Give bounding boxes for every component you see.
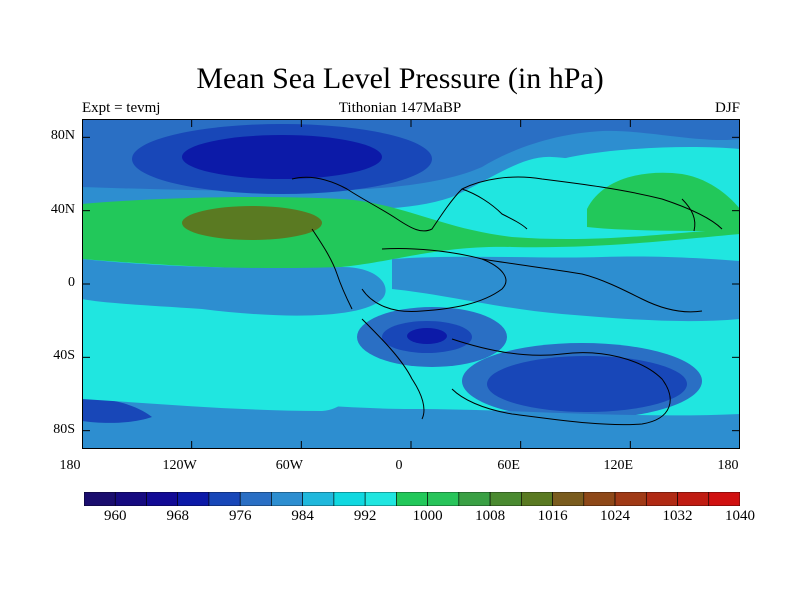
colorbar [84,492,740,506]
colorbar-label: 1016 [537,508,568,524]
colorbar-swatch [583,492,616,506]
aleutian-low-core [182,135,382,179]
colorbar-swatch [396,492,428,506]
south-low-east-core [487,356,687,412]
colorbar-swatch [427,492,460,506]
lon-tick-label: 120W [162,458,197,473]
pressure-map [81,119,741,449]
colorbar-label: 976 [228,508,252,524]
colorbar-swatch [364,492,397,506]
lon-tick-label: 0 [395,458,403,473]
south-low-west-inner [407,328,447,344]
season-label: DJF [714,100,740,116]
colorbar-swatch [177,492,210,506]
colorbar-swatch [271,492,303,506]
lat-tick-label: 40N [50,201,75,217]
colorbar-label: 984 [291,508,314,524]
lon-tick-label: 180 [59,458,81,473]
lat-tick-label: 80N [50,128,75,144]
colorbar-swatch [239,492,272,506]
colorbar-swatch [302,492,335,506]
colorbar-swatch [614,492,647,506]
tropical-band-east [392,256,740,322]
experiment-label: Expt = tevmj [82,100,161,116]
map-svg [81,119,741,449]
colorbar-swatch [114,492,147,506]
colorbar-label: 1040 [725,508,755,524]
plot-title: Mean Sea Level Pressure (in hPa) [196,62,604,95]
lon-tick-label: 60W [275,458,303,473]
colorbar-swatch [489,492,522,506]
northeast-green [587,172,740,231]
colorbar-swatch [84,492,116,506]
colorbar-swatch [677,492,710,506]
colorbar-label: 1000 [412,508,443,524]
lat-tick-label: 40S [53,348,75,364]
colorbar-swatch [645,492,678,506]
period-label: Tithonian 147MaBP [338,100,462,116]
colorbar-label: 1024 [600,508,631,524]
colorbar-swatch [333,492,366,506]
colorbar-swatch [208,492,241,506]
colorbar-swatch [458,492,491,506]
colorbar-label: 960 [103,508,127,524]
tropical-band-west [82,259,386,316]
lat-tick-label: 0 [68,275,75,290]
pacific-high [182,206,322,240]
colorbar-swatch [708,492,740,506]
tick-marks [81,119,741,449]
colorbar-swatch [552,492,585,506]
colorbar-label: 1032 [662,508,693,524]
colorbar-swatch [146,492,179,506]
colorbar-swatch [521,492,553,506]
colorbar-label: 968 [166,508,189,524]
lon-tick-label: 120E [603,458,634,473]
colorbar-label: 992 [353,508,377,524]
colorbar-labels: 960 968 976 984 992 1000 1008 1016 1024 1032 1040 [0,508,800,528]
south-polar-low [82,397,152,423]
lat-tick-label: 80S [53,421,75,437]
lon-tick-label: 180 [717,458,739,473]
south-subtropical-cyan [82,319,353,411]
coastlines [291,176,723,426]
lon-tick-label: 60E [497,458,520,473]
pressure-field [82,119,740,449]
colorbar-label: 1008 [475,508,506,524]
